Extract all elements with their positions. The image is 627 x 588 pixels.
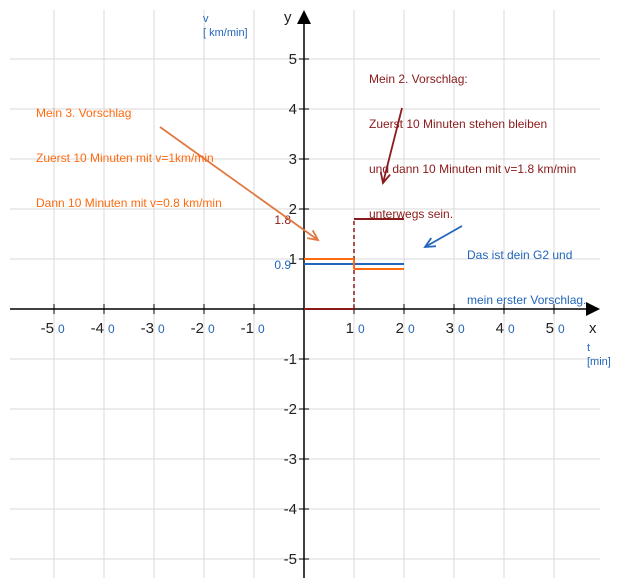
annotation-arrows bbox=[159, 107, 463, 249]
y-tick-label: 3 bbox=[289, 151, 297, 168]
data-series bbox=[304, 218, 404, 310]
x-tick-label: 4 bbox=[496, 320, 504, 337]
x-axis-arrowhead bbox=[586, 302, 600, 316]
x-tick-label: -2 bbox=[191, 320, 204, 337]
y-axis-name: y bbox=[284, 9, 292, 26]
y-tick-label: 4 bbox=[289, 101, 297, 118]
y-unit-line: v bbox=[203, 13, 209, 25]
annotation-line: Zuerst 10 Minuten mit v=1km/min bbox=[36, 151, 214, 165]
arrow-proposal-2 bbox=[382, 107, 403, 184]
annotation-line: Dann 10 Minuten mit v=0.8 km/min bbox=[36, 196, 222, 210]
x-tick-label-zero: 0 bbox=[558, 322, 565, 336]
x-tick-label: -4 bbox=[91, 320, 104, 337]
y-tick-label: -3 bbox=[284, 451, 297, 468]
arrow-proposal-3 bbox=[159, 126, 319, 241]
x-tick-label-zero: 0 bbox=[158, 322, 165, 336]
x-tick-label: -3 bbox=[141, 320, 154, 337]
y-tick-label: 1 bbox=[289, 251, 297, 268]
x-tick-label: 2 bbox=[396, 320, 404, 337]
special-y-label: 0.9 bbox=[274, 258, 291, 272]
x-unit-line: t bbox=[587, 342, 591, 354]
annotation-line: und dann 10 Minuten mit v=1.8 km/min bbox=[369, 162, 577, 176]
x-tick-label: -1 bbox=[241, 320, 254, 337]
arrow-g2-head bbox=[423, 237, 437, 249]
arrow-proposal-2-head bbox=[379, 172, 391, 186]
annotation-line: unterwegs sein. bbox=[369, 207, 454, 221]
y-tick-label: -1 bbox=[284, 351, 297, 368]
x-unit-label: t [min] bbox=[587, 341, 611, 369]
x-tick-label: 3 bbox=[446, 320, 454, 337]
x-tick-label-zero: 0 bbox=[258, 322, 265, 336]
tick-labels: -5 0 -4 0 -3 0 -2 0 -1 0 1 0 2 0 3 0 4 0 5 054321-1-2-3-4-5… bbox=[41, 9, 597, 568]
y-tick-label: 2 bbox=[289, 201, 297, 218]
arrow-g2 bbox=[424, 225, 463, 248]
axes bbox=[10, 10, 600, 578]
x-axis-name: x bbox=[589, 320, 597, 337]
annotation-proposal-3: Mein 3. Vorschlag Zuerst 10 Minuten mit … bbox=[36, 76, 222, 226]
special-y-label: 1.8 bbox=[274, 213, 291, 227]
y-tick-label: -2 bbox=[284, 401, 297, 418]
y-tick-label: 5 bbox=[289, 51, 297, 68]
x-tick-label: -5 bbox=[41, 320, 54, 337]
annotation-proposal-2: Mein 2. Vorschlag: Zuerst 10 Minuten ste… bbox=[369, 42, 576, 237]
x-tick-label: 1 bbox=[346, 320, 354, 337]
y-unit-line: [ km/min] bbox=[203, 27, 248, 39]
annotation-line: Mein 2. Vorschlag: bbox=[369, 72, 468, 86]
x-tick-label-zero: 0 bbox=[458, 322, 465, 336]
annotation-line: Zuerst 10 Minuten stehen bleiben bbox=[369, 117, 548, 131]
x-tick-label-zero: 0 bbox=[508, 322, 515, 336]
x-tick-label-zero: 0 bbox=[408, 322, 415, 336]
x-tick-label-zero: 0 bbox=[358, 322, 365, 336]
annotation-line: Mein 3. Vorschlag bbox=[36, 106, 132, 120]
x-tick-label-zero: 0 bbox=[208, 322, 215, 336]
y-unit-label: v [ km/min] bbox=[203, 12, 248, 40]
annotation-g2: Das ist dein G2 und mein erster Vorschla… bbox=[467, 218, 586, 323]
x-unit-line: [min] bbox=[587, 356, 611, 368]
arrow-proposal-3-head bbox=[307, 229, 320, 242]
annotation-line: Das ist dein G2 und bbox=[467, 248, 573, 262]
x-tick-label: 5 bbox=[546, 320, 554, 337]
y-tick-label: -4 bbox=[284, 501, 297, 518]
x-tick-label-zero: 0 bbox=[108, 322, 115, 336]
x-tick-label-zero: 0 bbox=[58, 322, 65, 336]
annotation-line: mein erster Vorschlag. bbox=[467, 293, 587, 307]
y-tick-label: -5 bbox=[284, 551, 297, 568]
y-axis-arrowhead bbox=[297, 10, 311, 24]
